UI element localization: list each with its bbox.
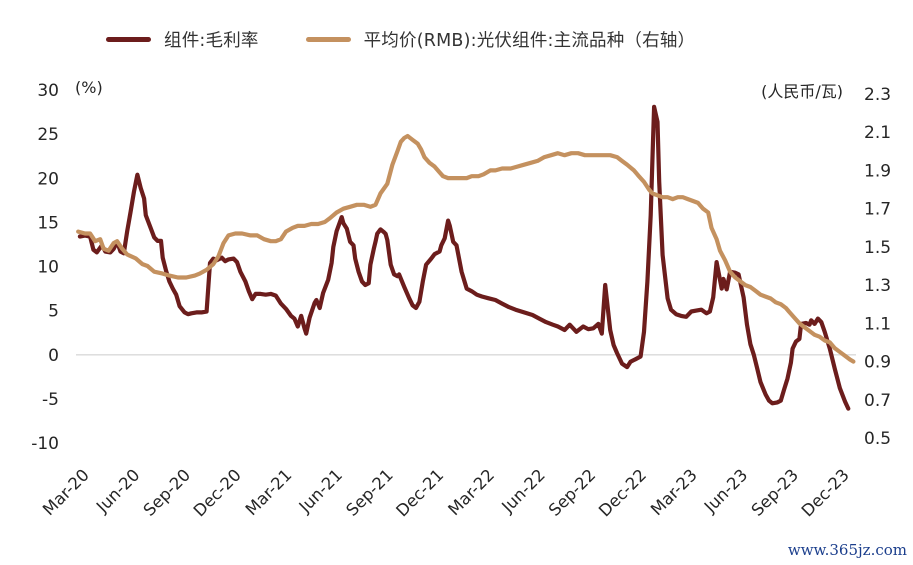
x-axis-tick-label: Sep-23 bbox=[748, 465, 802, 519]
left-axis-tick-label: 15 bbox=[37, 213, 59, 233]
right-axis-tick-label: 1.1 bbox=[864, 314, 891, 334]
right-axis-tick-label: 0.5 bbox=[864, 429, 891, 449]
legend-swatch-price bbox=[305, 37, 351, 42]
series-line-gross-margin bbox=[77, 104, 851, 411]
legend-item-margin: 组件:毛利率 bbox=[106, 27, 259, 52]
legend-item-price: 平均价(RMB):光伏组件:主流品种（右轴） bbox=[305, 27, 696, 52]
x-axis-tick-label: Jun-20 bbox=[92, 465, 143, 516]
right-axis-tick-label: 2.1 bbox=[864, 123, 891, 143]
right-axis-tick-label: 1.9 bbox=[864, 161, 891, 181]
right-axis-tick-label: 0.9 bbox=[864, 353, 891, 373]
legend: 组件:毛利率 平均价(RMB):光伏组件:主流品种（右轴） bbox=[106, 27, 695, 52]
left-axis-tick-label: 5 bbox=[48, 302, 59, 322]
legend-label-price: 平均价(RMB):光伏组件:主流品种（右轴） bbox=[363, 31, 696, 51]
right-axis-tick-label: 1.5 bbox=[864, 238, 891, 258]
right-axis-tick-label: 2.3 bbox=[864, 85, 891, 105]
left-axis-tick-label: 20 bbox=[37, 169, 59, 189]
left-axis-tick-label: -5 bbox=[42, 390, 59, 410]
x-axis-tick-label: Sep-20 bbox=[140, 465, 194, 519]
right-axis-unit: (人民币/瓦) bbox=[761, 82, 843, 101]
x-axis-tick-label: Jun-22 bbox=[497, 465, 548, 516]
x-axis-tick-label: Mar-21 bbox=[242, 465, 296, 519]
left-axis-tick-label: 25 bbox=[37, 125, 59, 145]
x-axis-tick-label: Dec-20 bbox=[190, 465, 245, 520]
x-axis-tick-label: Dec-23 bbox=[798, 465, 853, 520]
x-axis-tick-label: Dec-22 bbox=[595, 465, 650, 520]
legend-swatch-margin bbox=[106, 37, 151, 42]
watermark: www.365jz.com bbox=[787, 541, 907, 559]
right-axis-tick-label: 1.7 bbox=[864, 200, 891, 220]
left-axis-unit: (%) bbox=[75, 78, 103, 97]
x-axis-tick-label: Jun-21 bbox=[295, 465, 346, 516]
x-axis-tick-label: Dec-21 bbox=[392, 465, 447, 520]
series-line-module-price bbox=[76, 133, 856, 364]
x-axis-tick-label: Mar-23 bbox=[647, 465, 701, 519]
left-axis-tick-label: 10 bbox=[37, 258, 59, 278]
x-axis-tick-label: Sep-21 bbox=[342, 465, 396, 519]
right-axis-tick-label: 1.3 bbox=[864, 276, 891, 296]
left-axis-tick-label: -10 bbox=[31, 434, 59, 454]
left-axis-tick-label: 0 bbox=[48, 346, 59, 366]
right-axis-tick-label: 0.7 bbox=[864, 391, 891, 411]
x-axis-tick-label: Jun-23 bbox=[700, 465, 751, 516]
left-axis-tick-label: 30 bbox=[37, 81, 59, 101]
x-axis-tick-label: Sep-22 bbox=[545, 465, 599, 519]
x-axis-tick-label: Mar-22 bbox=[444, 465, 498, 519]
x-axis-tick-label: Mar-20 bbox=[39, 465, 93, 519]
legend-label-margin: 组件:毛利率 bbox=[164, 31, 259, 51]
